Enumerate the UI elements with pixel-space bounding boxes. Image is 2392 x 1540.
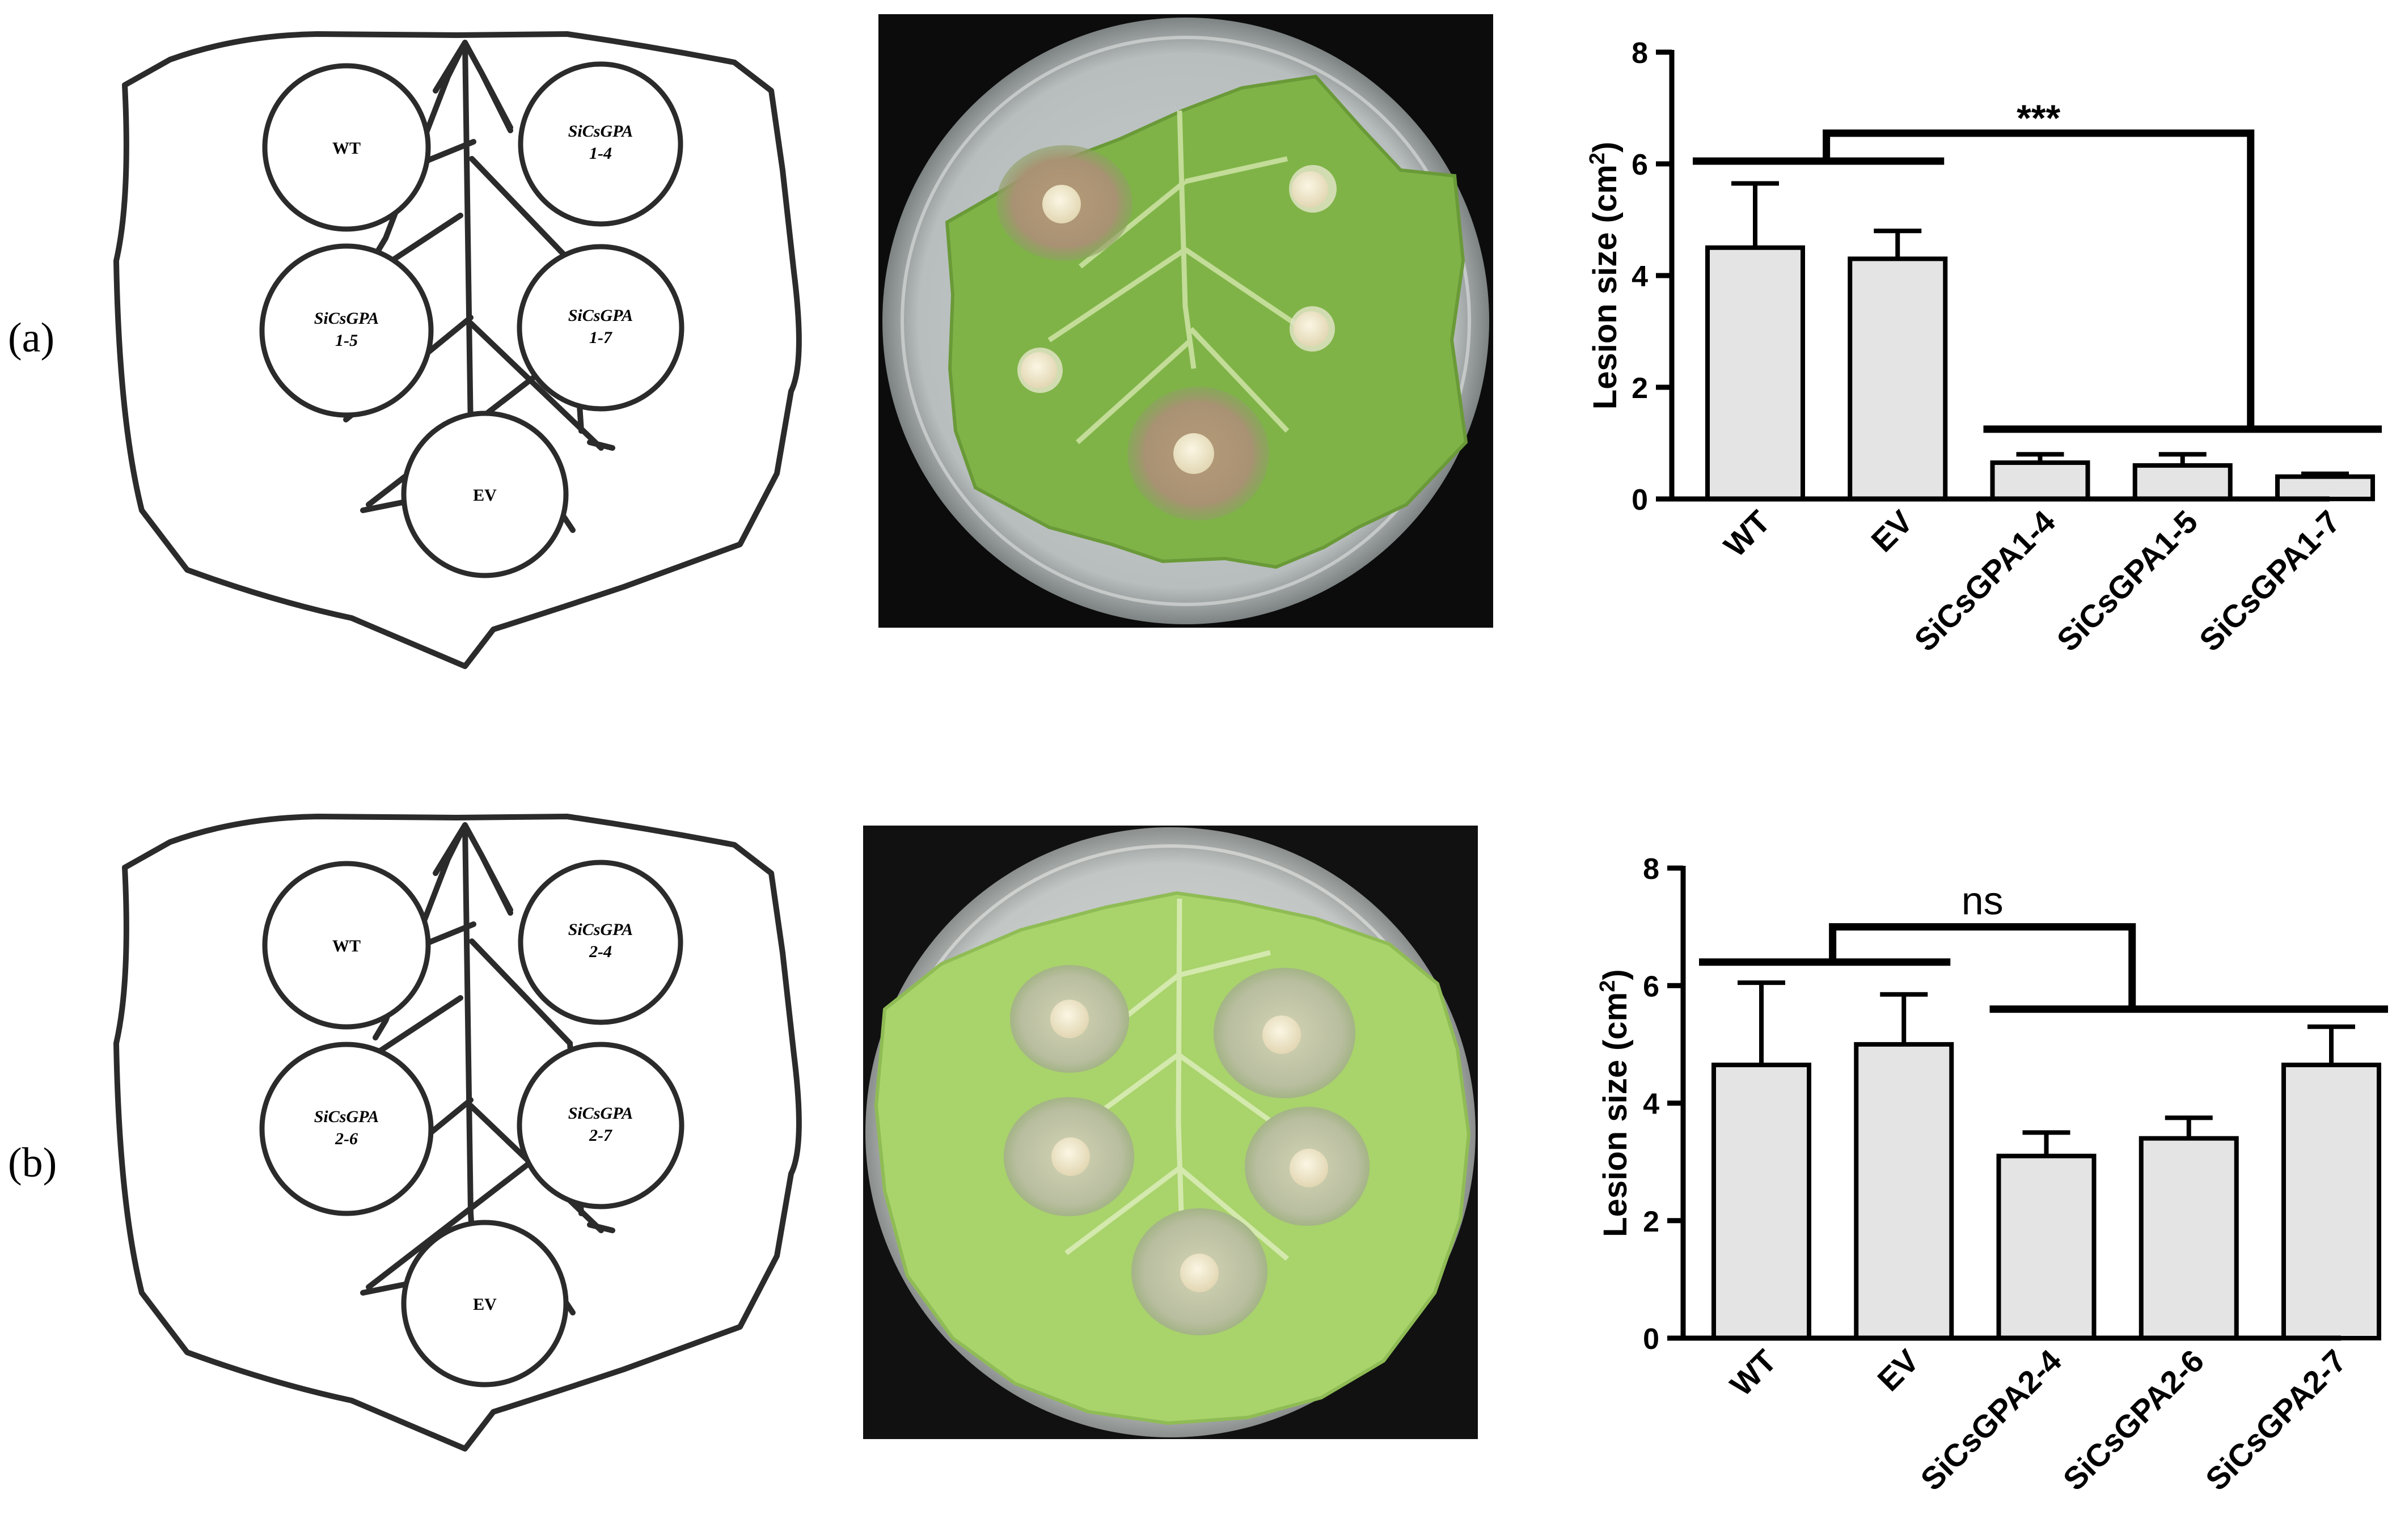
photo-lesion-upper-right	[1214, 968, 1355, 1098]
spot-label: EV	[473, 486, 497, 505]
leaf-photo	[863, 826, 1478, 1439]
photo-spot-middle-right	[1290, 306, 1335, 352]
x-tick-label: SiCsGPA2-4	[1913, 1343, 2068, 1497]
schematic-spot-sicsgpa-1-4: SiCsGPA 1-4	[518, 61, 683, 227]
photo-leaf-vein	[1047, 110, 1300, 445]
y-axis-label: Lesion size (cm2)	[1596, 969, 1634, 1237]
bar-sicsgpa2-7	[2281, 1063, 2381, 1341]
spot-label-sub: 2-7	[589, 1126, 612, 1145]
spot-label-sub: 2-4	[589, 942, 612, 961]
schematic-spot-sicsgpa-2-6: SiCsGPA 2-6	[259, 1042, 434, 1216]
panel-label: (b)	[8, 1140, 57, 1186]
significance-label: ns	[1962, 879, 2004, 923]
leaf-schematic: WT SiCsGPA 1-4 SiCsGPA 1-5 SiCsGPA 1-7 E…	[113, 31, 802, 669]
photo-lesion-upper-left	[1010, 965, 1129, 1073]
bar-sicsgpa1-7	[2275, 474, 2375, 501]
schematic-spot-sicsgpa-1-5: SiCsGPA 1-5	[259, 243, 434, 418]
x-tick-label: SiCsGPA1-5	[2050, 504, 2205, 658]
x-tick-label: WT	[1717, 504, 1777, 564]
spot-label-sub: 2-6	[335, 1129, 358, 1148]
x-tick-label: SiCsGPA2-7	[2199, 1343, 2353, 1497]
petri-dish-rim	[901, 36, 1471, 606]
photo-lesion-bottom-center	[1127, 387, 1269, 521]
photo-lesion-middle-right	[1245, 1107, 1370, 1226]
photo-lesion-upper-left	[996, 145, 1132, 261]
significance-bracket	[1823, 129, 2255, 429]
y-tick-label: 6	[1643, 970, 1659, 1003]
y-tick-label: 0	[1643, 1323, 1659, 1356]
spot-label: SiCsGPA	[314, 1107, 379, 1126]
spot-label: EV	[473, 1295, 497, 1314]
schematic-spot-sicsgpa-2-7: SiCsGPA 2-7	[517, 1042, 684, 1209]
spot-label: SiCsGPA	[568, 920, 633, 939]
panel-label: (a)	[8, 315, 54, 361]
spot-label: WT	[332, 139, 361, 158]
spot-label: SiCsGPA	[314, 309, 379, 328]
y-tick-label: 2	[1643, 1205, 1659, 1238]
y-tick-label: 0	[1632, 484, 1648, 517]
photo-lesion-middle-left	[1004, 1097, 1134, 1216]
bar-sicsgpa2-4	[1996, 1153, 2097, 1340]
spot-label: SiCsGPA	[568, 1104, 633, 1123]
y-tick-label: 4	[1643, 1088, 1659, 1121]
photo-spot-upper-right	[1289, 165, 1337, 213]
y-tick-label: 8	[1632, 37, 1648, 70]
x-tick-label: SiCsGPA1-4	[1907, 504, 2062, 658]
spot-label-sub: 1-5	[335, 331, 358, 350]
panel-a: (a) WT SiCsGPA 1-4 SiCsGPA 1-5 SiCsGPA	[8, 14, 2382, 669]
schematic-spot-ev: EV	[401, 411, 569, 578]
bar-ev	[1854, 1042, 1954, 1340]
photo-lesion-bottom-center	[1131, 1208, 1267, 1335]
y-tick-label: 2	[1632, 372, 1648, 405]
schematic-spot-sicsgpa-1-7: SiCsGPA 1-7	[517, 244, 684, 412]
y-axis-label: Lesion size (cm2)	[1586, 142, 1624, 409]
x-tick-label: EV	[1864, 504, 1919, 559]
schematic-spot-wt: WT	[262, 63, 431, 232]
spot-label-sub: 1-7	[589, 328, 612, 347]
panel-b: (b) WT SiCsGPA 2-4 SiCsGPA 2-6 SiCsGPA	[8, 814, 2388, 1497]
y-tick-label: 6	[1632, 149, 1648, 181]
x-tick-label: SiCsGPA1-7	[2192, 504, 2347, 658]
x-tick-label: SiCsGPA2-6	[2056, 1343, 2211, 1497]
bar-sicsgpa1-4	[1990, 460, 2090, 501]
y-tick-label: 4	[1632, 260, 1648, 293]
bar-wt	[1711, 1063, 1811, 1341]
x-tick-label: EV	[1870, 1343, 1925, 1398]
photo-leaf	[874, 891, 1471, 1425]
bar-ev	[1848, 256, 1948, 501]
bar-sicsgpa2-6	[2139, 1136, 2239, 1341]
photo-spot-middle-left	[1017, 348, 1063, 393]
schematic-spot-ev: EV	[401, 1220, 569, 1387]
spot-label: WT	[332, 937, 361, 955]
spot-label: SiCsGPA	[568, 122, 633, 141]
x-tick-label: WT	[1723, 1343, 1783, 1403]
significance-bracket	[1829, 923, 2136, 1009]
bar-wt	[1705, 245, 1805, 501]
bar-sicsgpa1-5	[2132, 463, 2233, 502]
significance-label: ***	[2017, 97, 2060, 139]
leaf-schematic: WT SiCsGPA 2-4 SiCsGPA 2-6 SiCsGPA 2-7 E…	[113, 814, 802, 1452]
spot-label: SiCsGPA	[568, 306, 633, 325]
spot-label-sub: 1-4	[589, 144, 612, 163]
leaf-photo	[878, 14, 1493, 628]
schematic-spot-wt: WT	[262, 861, 431, 1030]
schematic-spot-sicsgpa-2-4: SiCsGPA 2-4	[518, 860, 683, 1025]
y-tick-label: 8	[1643, 853, 1659, 886]
